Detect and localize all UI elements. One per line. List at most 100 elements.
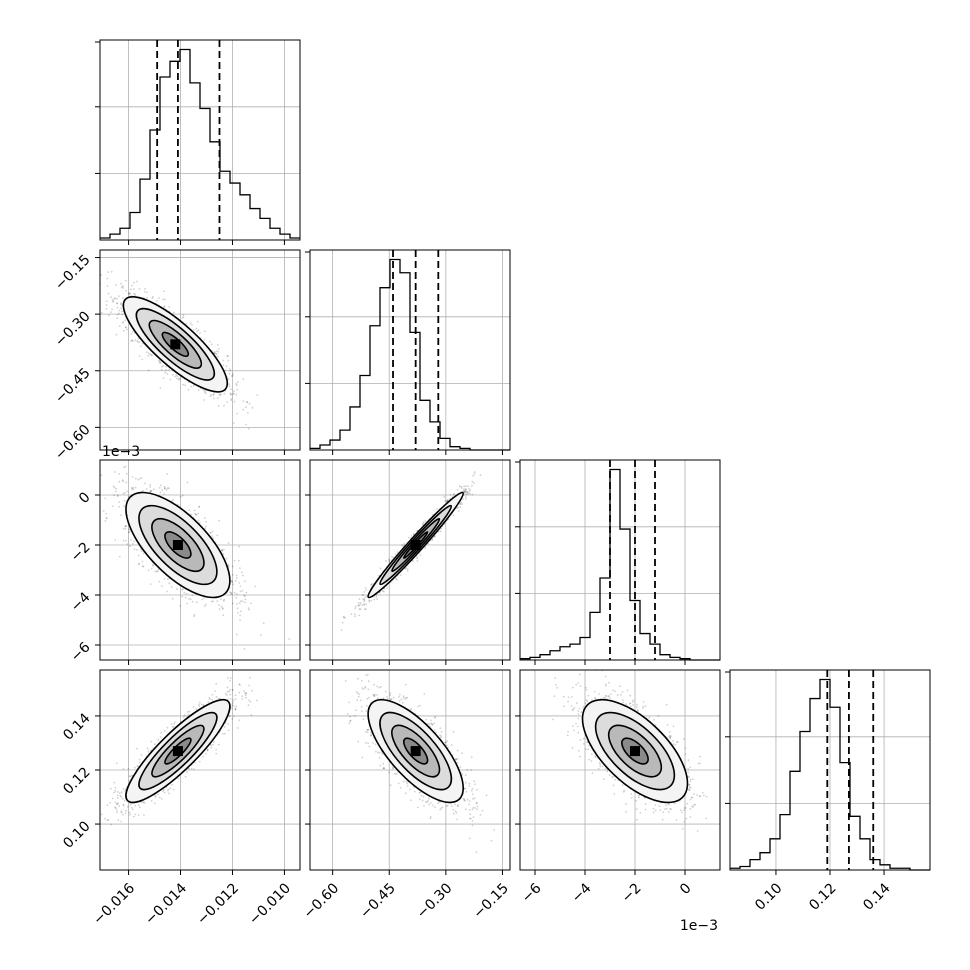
sample-point [168, 306, 171, 308]
sample-point [370, 583, 373, 586]
sample-point [344, 616, 346, 619]
sample-point [245, 406, 247, 409]
sample-point [216, 355, 219, 358]
sample-point [228, 383, 230, 385]
sample-point [203, 399, 206, 401]
sample-point [465, 488, 467, 491]
contour-line-3 [125, 491, 231, 599]
sample-point [124, 465, 127, 468]
sample-point [198, 505, 201, 508]
sample-point [204, 527, 207, 530]
sample-point [229, 393, 232, 396]
sample-point [237, 612, 239, 614]
histogram-step [730, 678, 930, 871]
sample-point [100, 312, 103, 314]
sample-point [135, 280, 138, 283]
sample-point [204, 330, 206, 333]
sample-point [100, 474, 103, 477]
sample-point [361, 604, 364, 606]
sample-point [116, 306, 119, 309]
density-peak [172, 540, 183, 550]
sample-point [110, 296, 112, 299]
sample-point [116, 297, 118, 300]
sample-point [401, 544, 404, 546]
sample-point [183, 591, 186, 594]
sample-point [242, 400, 245, 402]
sample-point [185, 323, 188, 325]
sample-point [193, 509, 196, 512]
sample-point [174, 375, 177, 378]
sample-point [149, 489, 152, 492]
sample-point [157, 570, 159, 573]
sample-point [235, 384, 238, 386]
sample-point [159, 387, 162, 389]
sample-point [205, 525, 207, 528]
sample-point [439, 530, 442, 533]
sample-point [111, 505, 114, 507]
sample-point [473, 473, 476, 475]
sample-point [211, 530, 214, 533]
sample-point [105, 300, 108, 302]
sample-point [122, 527, 125, 530]
sample-point [452, 514, 455, 517]
density-peak [170, 339, 181, 350]
sample-point [472, 474, 474, 477]
sample-point [388, 558, 390, 560]
sample-point [131, 340, 134, 342]
sample-point [114, 539, 117, 541]
sample-point [141, 342, 144, 345]
sample-point [204, 603, 207, 606]
sample-point [204, 390, 207, 392]
sample-point [105, 517, 108, 519]
sample-point [167, 487, 170, 490]
contour-line-1 [151, 517, 205, 573]
sample-point [222, 553, 225, 555]
sample-point [125, 481, 128, 484]
sample-point [364, 608, 367, 611]
sample-point [186, 602, 189, 605]
sample-point [182, 316, 185, 319]
sample-point [357, 604, 360, 607]
panel-content [100, 270, 259, 430]
sample-point [164, 487, 166, 490]
sample-point [166, 578, 169, 580]
sample-point [422, 521, 425, 524]
sample-point [461, 503, 463, 505]
sample-point [166, 487, 169, 490]
sample-point [105, 304, 108, 306]
sample-point [232, 393, 235, 395]
sample-point [165, 488, 168, 491]
sample-point [121, 322, 124, 324]
sample-point [217, 397, 219, 400]
sample-point [133, 548, 136, 551]
sample-point [143, 290, 146, 293]
sample-point [120, 307, 122, 310]
sample-point [150, 354, 153, 356]
sample-point [160, 368, 163, 371]
sample-point [104, 519, 107, 522]
sample-point [118, 505, 120, 508]
sample-point [145, 351, 148, 354]
sample-point [358, 614, 360, 617]
sample-point [118, 473, 121, 475]
sample-point [149, 483, 152, 486]
sample-point [155, 570, 158, 573]
sample-point [141, 560, 144, 563]
sample-point [131, 339, 134, 341]
sample-point [107, 271, 110, 274]
sample-point [121, 313, 124, 316]
sample-point [198, 506, 200, 509]
sample-point [171, 373, 174, 376]
sample-point [194, 512, 197, 515]
sample-point [247, 428, 250, 430]
sample-point [231, 573, 234, 576]
sample-point [236, 577, 238, 579]
sample-point [105, 517, 108, 520]
sample-point [161, 489, 164, 491]
sample-point [121, 479, 124, 481]
sample-point [241, 600, 244, 602]
sample-point [212, 394, 215, 396]
density-panel-2-0 [99, 459, 301, 661]
sample-point [215, 352, 217, 355]
sample-point [231, 565, 234, 568]
